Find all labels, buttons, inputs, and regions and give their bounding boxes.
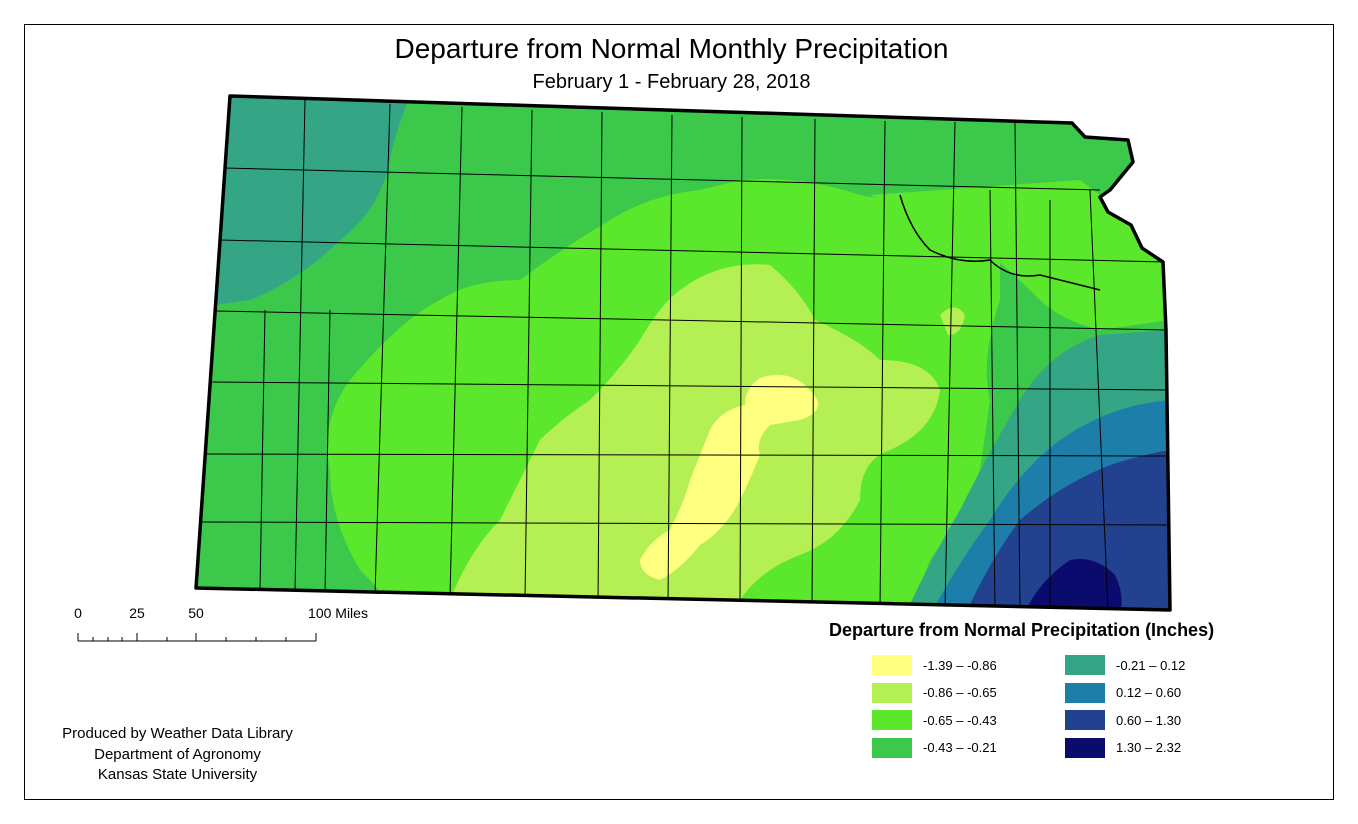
credit-line-3: Kansas State University xyxy=(97,766,258,783)
legend-swatch xyxy=(1065,710,1105,730)
legend-item: -1.39 – -0.86 xyxy=(872,655,997,675)
legend-title: Departure from Normal Precipitation (Inc… xyxy=(829,620,1215,640)
legend-label: 0.12 – 0.60 xyxy=(1116,685,1182,700)
scale-bar: 0 25 50 100 Miles xyxy=(72,605,368,645)
legend-swatch xyxy=(872,710,912,730)
legend-item: -0.65 – -0.43 xyxy=(872,710,997,730)
zone-060-130 xyxy=(965,450,1170,610)
state-outline xyxy=(194,94,1172,612)
legend-swatch xyxy=(872,682,912,703)
legend-label: -0.86 – -0.65 xyxy=(923,685,997,700)
legend-label: -0.65 – -0.43 xyxy=(923,712,997,728)
credit-line-1: Produced by Weather Data Library xyxy=(62,725,293,742)
legend-swatch xyxy=(872,737,912,758)
precip-zones xyxy=(196,96,1170,610)
legend-swatch xyxy=(1065,655,1105,675)
map-subtitle: February 1 - February 28, 2018 xyxy=(532,71,811,93)
map-title: Departure from Normal Monthly Precipitat… xyxy=(394,33,949,64)
legend-item: -0.21 – 0.12 xyxy=(1065,655,1185,675)
zone-ne-neg065-neg043 xyxy=(870,180,1170,330)
legend-label: 0.60 – 1.30 xyxy=(1116,712,1182,728)
credit-line-2: Department of Agronomy xyxy=(94,745,261,763)
zone-130-232 xyxy=(1025,559,1122,610)
map-frame xyxy=(24,24,1334,800)
credits: Produced by Weather Data Library Departm… xyxy=(30,724,325,786)
legend-swatch xyxy=(1065,682,1105,703)
legend-label: -0.21 – 0.12 xyxy=(1116,657,1186,673)
legend-item: -0.43 – -0.21 xyxy=(872,737,997,758)
legend-item: -0.86 – -0.65 xyxy=(872,682,997,703)
legend-swatch xyxy=(1065,737,1105,758)
legend-label: -1.39 – -0.86 xyxy=(923,657,997,673)
scale-label-0: 0 xyxy=(74,605,82,621)
scale-label-50: 50 xyxy=(188,605,204,621)
legend-swatch xyxy=(872,655,912,675)
legend-item: 0.60 – 1.30 xyxy=(1065,710,1181,730)
scale-label-25: 25 xyxy=(129,605,145,621)
zone-small-neg086-neg065 xyxy=(940,307,965,335)
legend-label: 1.30 – 2.32 xyxy=(1116,740,1182,755)
zone-neg086-neg065 xyxy=(450,264,940,600)
zone-nw-neg021-012 xyxy=(196,96,420,310)
legend-item: 0.12 – 0.60 xyxy=(1065,682,1182,703)
zone-neg139-neg086 xyxy=(640,374,818,580)
scale-ruler xyxy=(77,633,317,642)
legend-label: -0.43 – -0.21 xyxy=(923,740,997,755)
scale-label-100: 100 Miles xyxy=(308,605,368,621)
kansas-river xyxy=(899,194,1101,291)
legend-item: 1.30 – 2.32 xyxy=(1065,737,1182,758)
